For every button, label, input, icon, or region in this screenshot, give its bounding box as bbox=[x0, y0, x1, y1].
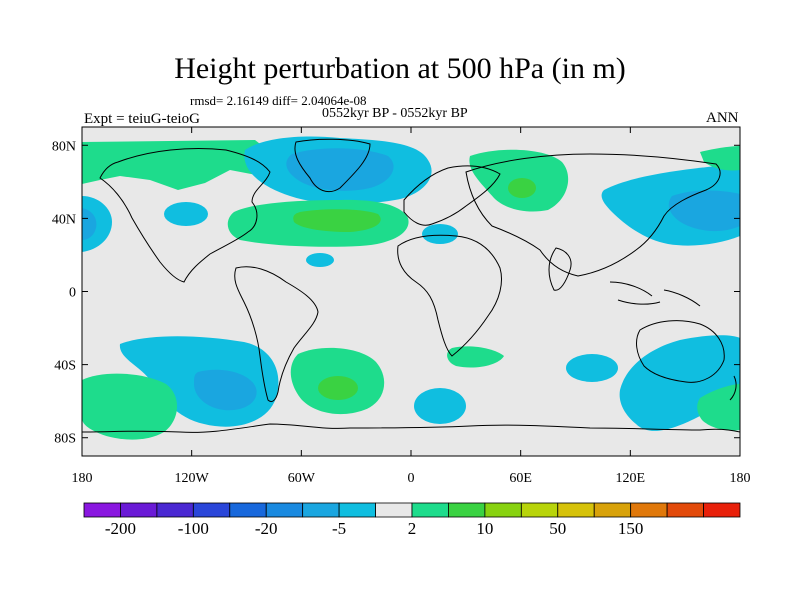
colorbar-swatch bbox=[520, 502, 559, 518]
coast-australia bbox=[636, 320, 725, 383]
colorbar-swatch bbox=[375, 502, 413, 518]
colorbar-swatch bbox=[83, 502, 121, 518]
colorbar-label: -200 bbox=[105, 519, 136, 538]
anomaly-s-ocean-negative bbox=[414, 388, 466, 424]
colorbar-swatch bbox=[630, 502, 668, 518]
anomaly-s-africa-positive bbox=[447, 346, 504, 368]
y-tick-label: 40S bbox=[54, 359, 76, 374]
colorbar-swatch bbox=[593, 502, 632, 518]
colorbar-label: 150 bbox=[618, 519, 644, 538]
anomaly-nw-pacific-west-core bbox=[82, 208, 97, 240]
colorbar-swatch bbox=[557, 502, 595, 518]
anomaly-field bbox=[82, 136, 740, 440]
colorbar-swatch bbox=[666, 502, 704, 518]
period-label: 0552kyr BP - 0552kyr BP bbox=[322, 106, 468, 121]
x-axis: 180 120W 60W 0 60E 120E 180 bbox=[72, 127, 751, 486]
colorbar-label: -100 bbox=[178, 519, 209, 538]
colorbar-label: -5 bbox=[332, 519, 346, 538]
anomaly-madagascar-negative bbox=[566, 354, 618, 382]
y-tick-label: 80N bbox=[52, 139, 76, 154]
coast-greenland bbox=[294, 138, 371, 193]
y-tick-label: 40N bbox=[52, 212, 76, 227]
coast-europe bbox=[403, 165, 501, 226]
colorbar-swatch bbox=[448, 502, 486, 518]
experiment-label: Expt = teiuG-teioG bbox=[84, 111, 200, 127]
anomaly-n-pacific-positive bbox=[82, 140, 278, 190]
y-axis: 80N 40N 0 40S 80S bbox=[52, 139, 740, 447]
anomaly-nw-pacific-west bbox=[82, 196, 112, 252]
season-label: ANN bbox=[706, 110, 739, 126]
colorbar-swatch bbox=[411, 502, 449, 518]
anomaly-med-negative bbox=[422, 224, 458, 244]
colorbar-swatch bbox=[265, 502, 304, 518]
coast-south-america bbox=[234, 266, 319, 403]
colorbar-swatch bbox=[156, 502, 194, 518]
coast-africa bbox=[397, 234, 502, 357]
colorbar-swatch bbox=[302, 502, 340, 518]
colorbar-label: 50 bbox=[549, 519, 566, 538]
x-tick-label: 180 bbox=[72, 471, 93, 486]
x-tick-label: 180 bbox=[730, 471, 751, 486]
x-tick-label: 60W bbox=[288, 471, 316, 486]
anomaly-sw-pacific-positive bbox=[82, 373, 178, 440]
anomaly-siberia-core bbox=[508, 178, 536, 198]
x-tick-label: 120E bbox=[616, 471, 646, 486]
anomaly-atlantic-core bbox=[293, 209, 381, 232]
colorbar-label: 2 bbox=[408, 519, 417, 538]
colorbar-swatch bbox=[120, 502, 158, 518]
anomaly-ne-pacific-core bbox=[668, 190, 740, 232]
colorbar-label: -20 bbox=[255, 519, 278, 538]
coast-india bbox=[548, 247, 572, 291]
colorbar-swatch bbox=[338, 502, 376, 518]
colorbar-swatch bbox=[192, 502, 231, 518]
anomaly-se-pacific-positive bbox=[697, 384, 740, 431]
x-tick-label: 120W bbox=[175, 471, 210, 486]
plot-title: Height perturbation at 500 hPa (in m) bbox=[174, 52, 626, 85]
colorbar-swatch bbox=[703, 502, 741, 518]
coast-asia bbox=[465, 153, 721, 277]
y-tick-label: 80S bbox=[54, 432, 76, 447]
anomaly-na-negative-small bbox=[164, 202, 208, 226]
coast-north-america bbox=[99, 148, 271, 283]
coast-antarctica bbox=[82, 423, 740, 433]
x-tick-label: 60E bbox=[509, 471, 532, 486]
colorbar: -200 -100 -20 -5 2 10 50 150 bbox=[83, 502, 741, 538]
colorbar-label: 10 bbox=[476, 519, 493, 538]
y-tick-label: 0 bbox=[69, 286, 76, 301]
anomaly-greenland-core bbox=[286, 148, 394, 191]
coast-se-asia bbox=[609, 281, 701, 307]
colorbar-swatch bbox=[484, 502, 522, 518]
colorbar-swatch bbox=[229, 502, 267, 518]
anomaly-arctic-east-positive bbox=[700, 146, 740, 171]
coast-new-zealand bbox=[729, 375, 737, 401]
anomaly-atlantic-negative-small bbox=[306, 253, 334, 267]
anomaly-s-atlantic-core bbox=[318, 376, 358, 400]
stats-text: rmsd= 2.16149 diff= 2.04064e-08 bbox=[190, 93, 367, 108]
x-tick-label: 0 bbox=[408, 471, 415, 486]
anomaly-s-pacific-core bbox=[194, 369, 257, 411]
coastlines bbox=[82, 138, 740, 433]
